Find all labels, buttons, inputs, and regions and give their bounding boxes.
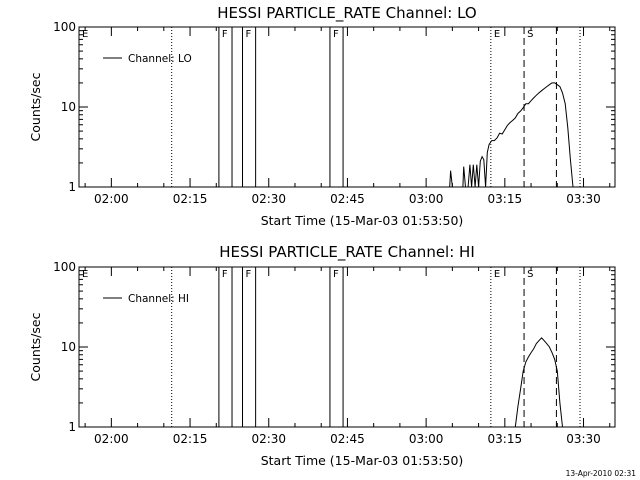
event-marker-label: E bbox=[494, 29, 500, 40]
y-tick-label: 10 bbox=[61, 100, 76, 114]
x-tick-label: 02:15 bbox=[173, 192, 208, 206]
y-tick-label: 1 bbox=[68, 180, 76, 194]
x-axis-label: Start Time (15-Mar-03 01:53:50) bbox=[261, 453, 464, 468]
chart-panel-hi: HESSI PARTICLE_RATE Channel: HI 02:00 02:1… bbox=[28, 243, 616, 468]
x-tick-label: 02:45 bbox=[330, 192, 365, 206]
event-marker-label: F bbox=[246, 269, 252, 280]
x-tick-label: 02:00 bbox=[94, 192, 129, 206]
y-axis-label: Counts/sec bbox=[28, 312, 43, 381]
x-tick-label: 03:15 bbox=[488, 432, 523, 446]
event-marker-label: F bbox=[222, 269, 228, 280]
x-tick-label: 02:45 bbox=[330, 432, 365, 446]
event-marker-label: E bbox=[82, 269, 88, 280]
event-marker-label: S bbox=[527, 29, 533, 40]
event-marker-label: E bbox=[494, 269, 500, 280]
plot-frame bbox=[78, 26, 616, 188]
x-tick-label: 03:00 bbox=[409, 432, 444, 446]
x-tick-label: 02:30 bbox=[251, 432, 286, 446]
chart-panel-lo: HESSI PARTICLE_RATE Channel: LO 02:00 02:1… bbox=[28, 4, 616, 228]
y-tick-label: 10 bbox=[61, 340, 76, 354]
y-tick-label: 100 bbox=[53, 20, 76, 34]
legend-label: Channel: LO bbox=[128, 53, 192, 65]
series-line bbox=[449, 82, 574, 188]
x-tick-label: 03:30 bbox=[566, 192, 601, 206]
event-marker-label: F bbox=[222, 29, 228, 40]
timestamp-label: 13-Apr-2010 02:31 bbox=[566, 469, 637, 478]
x-axis-label: Start Time (15-Mar-03 01:53:50) bbox=[261, 213, 464, 228]
x-tick-label: 02:00 bbox=[94, 432, 129, 446]
legend-label: Channel: HI bbox=[128, 293, 189, 305]
y-tick-label: 100 bbox=[53, 260, 76, 274]
event-marker-label: F bbox=[246, 29, 252, 40]
x-tick-label: 03:00 bbox=[409, 192, 444, 206]
x-tick-label: 02:15 bbox=[173, 432, 208, 446]
series-line bbox=[514, 337, 563, 428]
event-marker-label: S bbox=[527, 269, 533, 280]
chart-title: HESSI PARTICLE_RATE Channel: HI bbox=[219, 243, 475, 262]
y-tick-label: 1 bbox=[68, 420, 76, 434]
chart-title: HESSI PARTICLE_RATE Channel: LO bbox=[217, 4, 476, 23]
x-tick-label: 03:30 bbox=[566, 432, 601, 446]
x-tick-label: 03:15 bbox=[488, 192, 523, 206]
x-tick-label: 02:30 bbox=[251, 192, 286, 206]
event-marker-label: F bbox=[333, 29, 339, 40]
event-marker-label: F bbox=[333, 269, 339, 280]
event-marker-label: E bbox=[82, 29, 88, 40]
y-axis-label: Counts/sec bbox=[28, 72, 43, 141]
